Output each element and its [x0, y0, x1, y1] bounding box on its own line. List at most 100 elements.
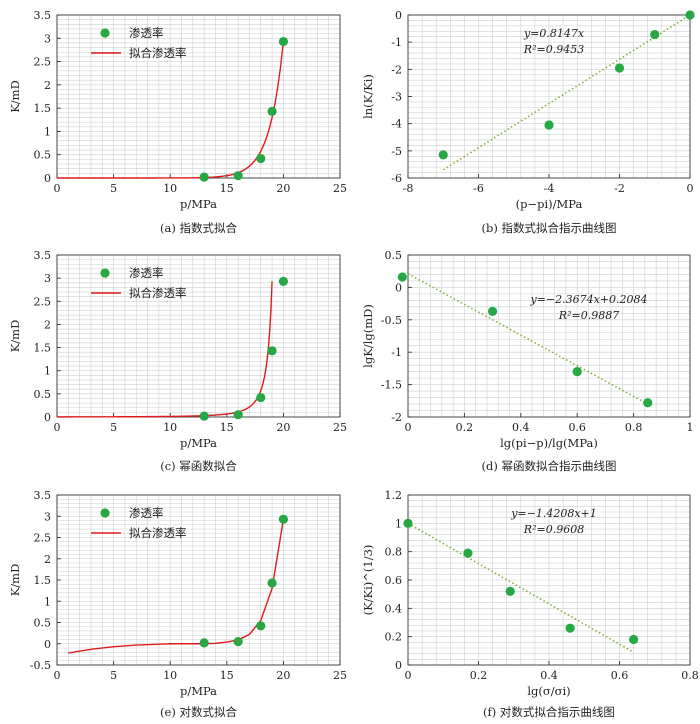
chart-c-xtick-label: 5 — [110, 421, 117, 434]
chart-c-legend-label: 渗透率 — [129, 266, 164, 280]
chart-f-r-squared: R²=0.9608 — [523, 523, 584, 536]
chart-c-frame — [56, 254, 341, 418]
chart-a-grid — [57, 15, 340, 178]
chart-d-grid — [408, 255, 690, 417]
chart-e-xtick-label: 15 — [220, 669, 234, 682]
chart-c-xlabel: p/MPa — [180, 436, 217, 450]
chart-a-caption: (a) 指数式拟合 — [160, 221, 237, 235]
chart-a-data-point — [278, 36, 288, 47]
chart-f-data-point — [565, 623, 575, 633]
chart-a-ytick-label: 2 — [44, 79, 51, 92]
chart-e: 0 5 10 15 20 25-0.500.511.522.533.5p/MPaK/mD(… — [8, 489, 347, 719]
chart-d-ytick-label: 0.5 — [385, 249, 403, 262]
chart-b-xtick-label: -2 — [614, 182, 625, 195]
chart-d-xtick-label: 0 — [405, 421, 412, 434]
chart-d-xtick-label: 1 — [687, 421, 694, 434]
chart-c-legend-label: 拟合渗透率 — [129, 286, 187, 300]
chart-c-xtick-label: 20 — [276, 421, 290, 434]
chart-e-ytick-label: 3 — [44, 510, 51, 523]
chart-d-equation: y=−2.3674x+0.2084 — [529, 293, 647, 306]
chart-e-ylabel: K/mD — [8, 564, 22, 597]
chart-a-ytick-label: 1.5 — [34, 102, 52, 115]
chart-b-caption: (b) 指数式拟合指示曲线图 — [482, 221, 617, 235]
chart-c-ytick-label: 0 — [44, 411, 51, 424]
chart-b-trend-line — [442, 14, 691, 171]
chart-d-data-point — [643, 398, 653, 408]
chart-c-xtick-label: 25 — [333, 421, 347, 434]
chart-f-ytick-label: 1.2 — [385, 489, 403, 502]
chart-c-ytick-label: 2 — [44, 318, 51, 331]
chart-f-data-point — [463, 548, 473, 558]
chart-b-ylabel: ln(K/Ki) — [361, 74, 375, 119]
chart-f-xtick-label: 0.6 — [611, 669, 629, 682]
chart-c-xtick-label: 10 — [163, 421, 177, 434]
chart-d-ytick-label: -1.5 — [381, 379, 402, 392]
chart-b-xtick-label: 0 — [687, 182, 694, 195]
chart-a-legend-label: 渗透率 — [129, 26, 164, 40]
chart-e-ytick-label: 3.5 — [34, 489, 52, 502]
chart-c-ytick-label: 0.5 — [34, 388, 52, 401]
chart-a-xtick-label: 25 — [333, 182, 347, 195]
chart-b-xtick-label: -8 — [403, 182, 414, 195]
chart-a-fit-line — [57, 41, 285, 179]
chart-b-ytick-label: -6 — [391, 172, 402, 185]
chart-f-xtick-label: 0.4 — [540, 669, 558, 682]
chart-f-ytick-label: 0 — [395, 659, 402, 672]
chart-e-ytick-label: 1 — [44, 595, 51, 608]
chart-d-ytick-label: -0.5 — [381, 314, 402, 327]
chart-e-grid — [57, 495, 340, 665]
chart-a-legend-marker — [100, 28, 110, 38]
chart-a-ylabel: K/mD — [8, 80, 22, 113]
chart-a-ytick-label: 0 — [44, 172, 51, 185]
chart-b-grid — [408, 15, 690, 178]
chart-d-r-squared: R²=0.9887 — [558, 309, 619, 322]
chart-e-ytick-label: 2.5 — [34, 532, 52, 545]
chart-e-ytick-label: -0.5 — [30, 659, 51, 672]
chart-e-data-point — [256, 621, 266, 631]
chart-d-ytick-label: 0 — [395, 281, 402, 294]
chart-d-ylabel: lgK/lg(mD) — [361, 304, 375, 368]
chart-c-ytick-label: 2.5 — [34, 295, 52, 308]
chart-d-xtick-label: 0.6 — [568, 421, 586, 434]
chart-a-data-point — [199, 172, 209, 182]
chart-e-ytick-label: 1.5 — [34, 574, 52, 587]
chart-e-fit-line — [68, 519, 285, 654]
chart-b-ytick-label: 0 — [395, 9, 402, 22]
chart-e-legend-marker — [100, 508, 110, 518]
chart-d-ytick-label: -1 — [391, 346, 402, 359]
chart-d-xtick-label: 0.8 — [625, 421, 643, 434]
chart-c-data-point — [267, 346, 277, 356]
chart-b-data-point — [438, 150, 448, 160]
chart-f: 0 0.2 0.4 0.6 0.8 0 0.2 0.4 0.6 0.8 1 1.2 lg(σ/σi) (K… — [361, 489, 699, 719]
chart-b-xlabel: (p−pi)/MPa — [516, 197, 583, 211]
chart-c-data-point — [256, 392, 266, 403]
chart-b-ytick-label: -5 — [391, 145, 402, 158]
chart-e-caption: (e) 对数式拟合 — [160, 705, 237, 719]
chart-e-xtick-label: 5 — [110, 669, 117, 682]
chart-f-ytick-label: 1 — [395, 517, 402, 530]
chart-a-frame — [56, 14, 341, 179]
chart-e-xlabel: p/MPa — [180, 684, 217, 698]
chart-d-xlabel: lg(pi−p)/lg(MPa) — [500, 436, 598, 450]
chart-d-data-point — [572, 367, 582, 377]
chart-d-trend-line — [407, 273, 649, 405]
chart-c: 0 5 10 15 20 25 0 0.5 1 1.5 2 2.5 3 3.5 p/MPa K/mD (c) 幂… — [8, 249, 347, 473]
chart-a-xtick-label: 5 — [110, 182, 117, 195]
chart-b-data-point — [685, 10, 695, 20]
chart-d-ytick-label: -2 — [391, 411, 402, 424]
chart-f-data-point — [629, 634, 639, 645]
chart-c-data-point — [233, 410, 243, 420]
chart-b-ytick-label: -3 — [391, 91, 402, 104]
chart-f-xtick-label: 0.2 — [470, 669, 488, 682]
chart-c-ylabel: K/mD — [8, 320, 22, 353]
chart-c-xtick-label: 15 — [220, 421, 234, 434]
chart-b-data-point — [544, 120, 554, 130]
chart-b-data-point — [614, 63, 625, 73]
chart-c-xtick-label: 0 — [54, 421, 61, 434]
chart-e-legend-label: 渗透率 — [129, 506, 164, 520]
chart-f-grid — [408, 495, 690, 665]
chart-e-xtick-label: 25 — [333, 669, 347, 682]
chart-a-data-point — [267, 106, 277, 117]
chart-e-data-point — [278, 514, 288, 524]
chart-c-legend-marker — [100, 268, 110, 278]
